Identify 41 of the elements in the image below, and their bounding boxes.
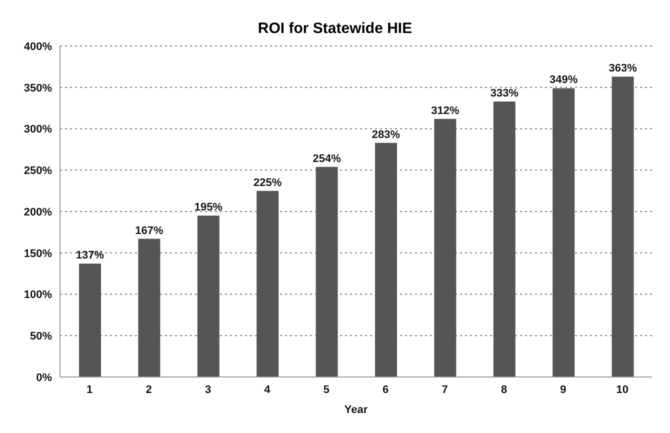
x-tick-label: 2 <box>146 384 152 396</box>
data-label: 333% <box>490 87 519 100</box>
y-tick-label: 100% <box>24 289 52 302</box>
data-label: 283% <box>372 128 400 141</box>
bar <box>79 264 101 377</box>
data-label: 254% <box>312 152 342 165</box>
y-tick-label: 150% <box>24 248 52 260</box>
data-label: 363% <box>608 62 638 75</box>
y-tick-label: 50% <box>30 330 52 343</box>
y-tick-label: 250% <box>24 165 52 178</box>
bar <box>138 238 160 377</box>
bar <box>612 76 634 377</box>
y-tick-label: 300% <box>24 124 52 136</box>
y-tick-label: 200% <box>24 206 52 218</box>
data-label: 225% <box>254 176 282 189</box>
bar <box>493 101 516 377</box>
bar <box>256 190 279 377</box>
bar <box>552 88 575 377</box>
x-tick-label: 5 <box>323 384 330 396</box>
x-tick-label: 1 <box>86 384 93 396</box>
chart-title: ROI for Statewide HIE <box>256 20 414 37</box>
x-tick-label: 9 <box>560 384 566 396</box>
bar <box>434 118 456 377</box>
x-axis-title: Year <box>344 404 368 416</box>
x-tick-label: 10 <box>616 384 629 396</box>
bar <box>197 216 220 377</box>
x-tick-label: 8 <box>500 384 508 396</box>
data-label: 137% <box>76 250 104 262</box>
x-tick-label: 6 <box>382 384 389 396</box>
y-tick-label: 350% <box>24 82 52 94</box>
bar <box>375 142 397 377</box>
x-tick-label: 7 <box>442 384 448 396</box>
data-label: 195% <box>194 202 223 214</box>
data-label: 167% <box>135 224 164 237</box>
data-label: 349% <box>550 74 578 86</box>
y-tick-label: 400% <box>24 40 52 53</box>
x-tick-label: 4 <box>264 384 272 396</box>
bar <box>316 166 338 377</box>
x-tick-label: 3 <box>204 384 212 396</box>
y-tick-label: 0% <box>36 372 52 384</box>
data-label: 312% <box>431 104 460 117</box>
